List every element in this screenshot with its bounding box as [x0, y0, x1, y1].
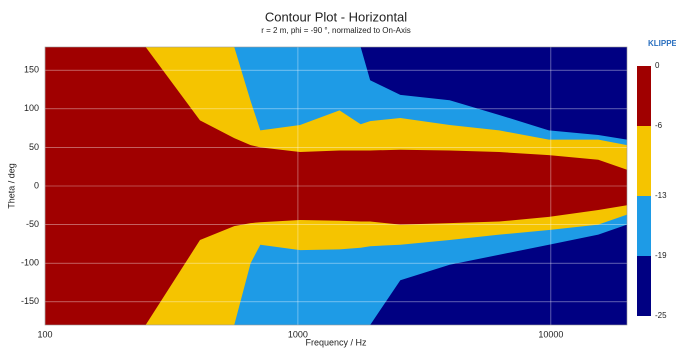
colorbar-label: 0 [655, 61, 660, 70]
colorbar-label: -25 [655, 311, 667, 320]
colorbar-label: -13 [655, 191, 667, 200]
y-tick-label: 0 [34, 180, 39, 190]
x-tick-label: 10000 [538, 329, 563, 339]
colorbar-band [637, 196, 651, 256]
y-tick-label: -50 [26, 219, 39, 229]
x-tick-label: 100 [37, 329, 52, 339]
colorbar-label: -19 [655, 251, 667, 260]
y-tick-label: 50 [29, 142, 39, 152]
chart-subtitle: r = 2 m, phi = -90 °, normalized to On-A… [261, 26, 410, 35]
x-tick-label: 1000 [288, 329, 308, 339]
x-axis-label: Frequency / Hz [305, 337, 367, 347]
y-tick-label: 100 [24, 103, 39, 113]
y-tick-label: 150 [24, 65, 39, 75]
y-axis-label: Theta / deg [6, 163, 16, 209]
plot-frame [44, 46, 628, 326]
colorbar-band [637, 66, 651, 126]
colorbar-band [637, 126, 651, 196]
y-tick-label: -150 [21, 296, 39, 306]
colorbar-band [637, 256, 651, 316]
y-tick-label: -100 [21, 258, 39, 268]
brand: KLIPPE [648, 39, 676, 48]
colorbar-label: -6 [655, 121, 663, 130]
chart-title: Contour Plot - Horizontal [265, 9, 407, 24]
